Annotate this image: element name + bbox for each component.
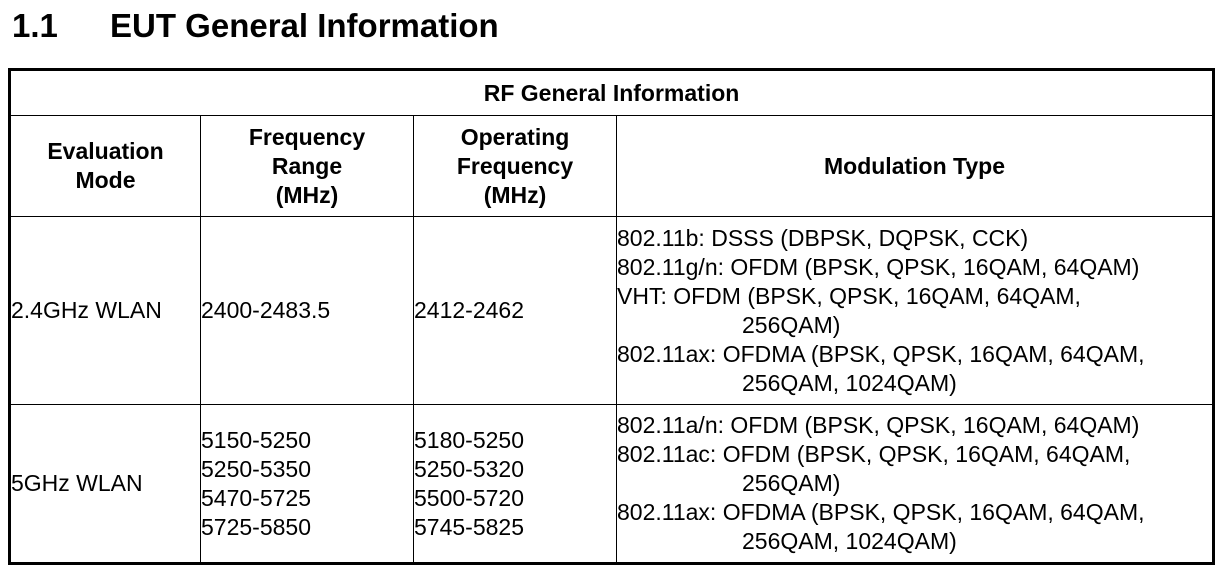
operating-frequency-value: 5500-5720 (414, 484, 524, 511)
operating-frequency-cell: 2412-2462 (413, 216, 617, 405)
modulation-line-continuation: 256QAM, 1024QAM) (742, 369, 957, 396)
header-operating-frequency: Operating Frequency (MHz) (413, 115, 617, 217)
modulation-line: 802.11ax: OFDMA (BPSK, QPSK, 16QAM, 64QA… (617, 499, 1145, 525)
modulation-line-continuation: 256QAM, 1024QAM) (742, 528, 957, 554)
modulation-line-continuation: 256QAM) (742, 311, 841, 338)
header-row: Evaluation Mode Frequency Range (MHz) Op… (9, 115, 1215, 217)
modulation-line: VHT: OFDM (BPSK, QPSK, 16QAM, 64QAM, (617, 282, 1081, 309)
modulation-line: 802.11b: DSSS (DBPSK, DQPSK, CCK) (617, 224, 1029, 251)
header-text: Mode (75, 167, 136, 193)
header-text: Evaluation (47, 138, 164, 164)
header-text: Operating (460, 123, 570, 150)
modulation-line: 802.11ac: OFDM (BPSK, QPSK, 16QAM, 64QAM… (617, 441, 1131, 467)
frequency-range-value: 5470-5725 (201, 484, 311, 511)
operating-frequency-value: 5250-5320 (414, 455, 524, 482)
header-modulation-type: Modulation Type (615, 115, 1215, 217)
header-text: (MHz) (483, 181, 547, 208)
frequency-range-cell: 2400-2483.5 (200, 216, 414, 405)
section-heading: 1.1 EUT General Information (12, 4, 499, 48)
header-text: (MHz) (275, 181, 339, 208)
modulation-line: 802.11g/n: OFDM (BPSK, QPSK, 16QAM, 64QA… (617, 253, 1140, 280)
header-evaluation-mode: Evaluation Mode (9, 115, 201, 217)
table-row: 2.4GHz WLAN 2400-2483.5 2412-2462 802.11… (9, 216, 1215, 405)
table-row: 5GHz WLAN 5150-5250 5250-5350 5470-5725 … (9, 404, 1215, 564)
frequency-range-value: 5250-5350 (201, 455, 311, 482)
frequency-range-cell: 5150-5250 5250-5350 5470-5725 5725-5850 (200, 404, 414, 564)
header-frequency-range: Frequency Range (MHz) (200, 115, 414, 217)
frequency-range-value: 5150-5250 (201, 426, 311, 453)
modulation-type-cell: 802.11b: DSSS (DBPSK, DQPSK, CCK) 802.11… (615, 216, 1215, 405)
header-text: Range (271, 152, 343, 179)
modulation-type-cell: 802.11a/n: OFDM (BPSK, QPSK, 16QAM, 64QA… (615, 404, 1215, 564)
operating-frequency-cell: 5180-5250 5250-5320 5500-5720 5745-5825 (413, 404, 617, 564)
frequency-range-value: 2400-2483.5 (201, 297, 331, 323)
operating-frequency-value: 5180-5250 (414, 426, 524, 453)
operating-frequency-value: 2412-2462 (414, 297, 524, 323)
evaluation-mode-cell: 2.4GHz WLAN (9, 216, 201, 405)
table-title: RF General Information (8, 69, 1215, 116)
operating-frequency-value: 5745-5825 (414, 513, 524, 540)
section-number: 1.1 (12, 7, 58, 44)
evaluation-mode-cell: 5GHz WLAN (9, 404, 201, 564)
rf-general-information-table: RF General Information Evaluation Mode F… (8, 68, 1216, 565)
modulation-line: 802.11ax: OFDMA (BPSK, QPSK, 16QAM, 64QA… (617, 340, 1145, 367)
header-text: Frequency (456, 152, 574, 179)
section-title: EUT General Information (110, 7, 499, 44)
header-text: Frequency (248, 123, 366, 150)
modulation-line: 802.11a/n: OFDM (BPSK, QPSK, 16QAM, 64QA… (617, 412, 1140, 438)
modulation-line-continuation: 256QAM) (742, 470, 841, 496)
frequency-range-value: 5725-5850 (201, 513, 311, 540)
